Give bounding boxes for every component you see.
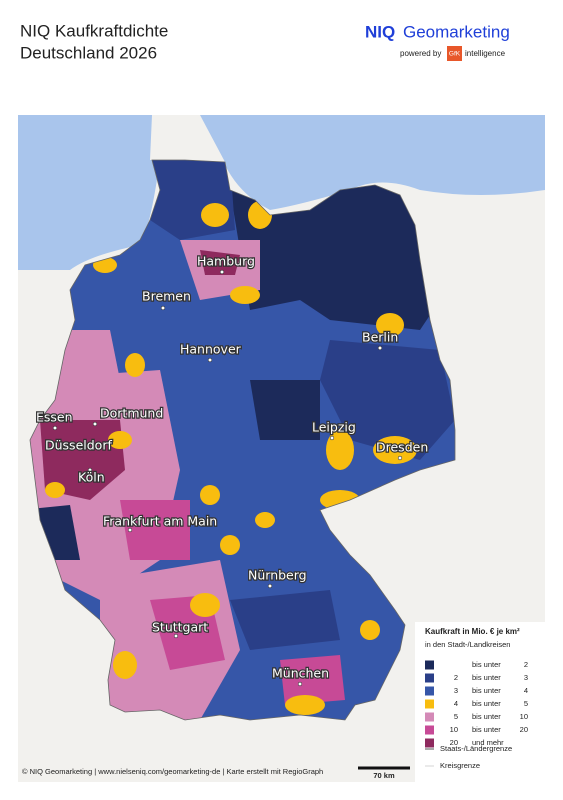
legend-from: 2 bbox=[454, 673, 458, 682]
legend-box bbox=[415, 622, 545, 782]
denmark bbox=[150, 115, 225, 162]
city-label: Düsseldorf bbox=[45, 438, 112, 453]
legend-line-label: Staats-/Ländergrenze bbox=[440, 744, 512, 753]
legend-swatch bbox=[425, 725, 434, 735]
regions bbox=[30, 160, 455, 720]
city-label: Hamburg bbox=[197, 254, 255, 269]
legend-subtitle: in den Stadt-/Landkreisen bbox=[425, 640, 510, 649]
scale-label: 70 km bbox=[373, 771, 395, 780]
city-label: Berlin bbox=[362, 330, 398, 345]
city-dot bbox=[219, 269, 225, 275]
city-label: Frankfurt am Main bbox=[103, 514, 217, 529]
legend-swatch bbox=[425, 660, 434, 670]
city-dot bbox=[52, 425, 58, 431]
legend-from: 5 bbox=[454, 712, 458, 721]
city-label: Dresden bbox=[376, 440, 428, 455]
city-label: Stuttgart bbox=[152, 620, 208, 635]
city-dot bbox=[329, 435, 335, 441]
legend-op: bis unter bbox=[472, 660, 501, 669]
legend-op: bis unter bbox=[472, 686, 501, 695]
city-layer: Hamburg Bremen Berlin Hannover Essen Dortmund… bbox=[35, 252, 429, 687]
city-dot bbox=[297, 681, 303, 687]
city-dot bbox=[92, 421, 98, 427]
legend-from: 10 bbox=[450, 725, 458, 734]
legend-from: 20 bbox=[450, 738, 458, 747]
logo-powered: powered by bbox=[400, 49, 441, 58]
city-dot bbox=[207, 357, 213, 363]
city-label: Köln bbox=[78, 470, 105, 485]
city-dot bbox=[397, 455, 403, 461]
legend-swatch bbox=[425, 712, 434, 722]
legend-to: 10 bbox=[520, 712, 528, 721]
city-dot bbox=[267, 583, 273, 589]
legend-swatch bbox=[425, 686, 434, 696]
city-label: Hannover bbox=[180, 342, 242, 357]
title-line2: Deutschland 2026 bbox=[20, 43, 157, 62]
city-dot bbox=[87, 467, 93, 473]
legend-to: 4 bbox=[524, 686, 528, 695]
legend-op: bis unter bbox=[472, 699, 501, 708]
city-dot bbox=[160, 305, 166, 311]
gfk-badge bbox=[447, 46, 462, 61]
logo-intel: intelligence bbox=[465, 49, 506, 58]
legend-from: 4 bbox=[454, 699, 458, 708]
legend-to: 2 bbox=[524, 660, 528, 669]
legend-swatch bbox=[425, 673, 434, 683]
city-label: München bbox=[272, 666, 329, 681]
city-dot bbox=[377, 345, 383, 351]
legend-from: 3 bbox=[454, 686, 458, 695]
city-dot bbox=[173, 633, 179, 639]
city-dot bbox=[63, 443, 69, 449]
city-label: Nürnberg bbox=[248, 568, 307, 583]
logo-brand: NIQ bbox=[365, 22, 395, 41]
legend-to: 5 bbox=[524, 699, 528, 708]
city-dot bbox=[127, 527, 133, 533]
title-line1: NIQ Kaufkraftdichte bbox=[20, 21, 168, 40]
legend-op: bis unter bbox=[472, 725, 501, 734]
legend-swatch bbox=[425, 699, 434, 709]
city-label: Leipzig bbox=[312, 420, 356, 435]
legend-line-label: Kreisgrenze bbox=[440, 761, 480, 770]
footer: © NIQ Geomarketing | www.nielseniq.com/g… bbox=[22, 767, 323, 776]
legend-title: Kaufkraft in Mio. € je km² bbox=[425, 627, 520, 636]
legend-op: und mehr bbox=[472, 738, 504, 747]
city-label: Essen bbox=[36, 410, 73, 425]
logo-gfk: GfK bbox=[449, 51, 461, 58]
legend-op: bis unter bbox=[472, 712, 501, 721]
legend-to: 3 bbox=[524, 673, 528, 682]
sea bbox=[18, 115, 545, 270]
legend-to: 20 bbox=[520, 725, 528, 734]
city-label: Dortmund bbox=[100, 406, 163, 421]
legend-op: bis unter bbox=[472, 673, 501, 682]
legend-swatch bbox=[425, 738, 434, 748]
logo-name: Geomarketing bbox=[403, 22, 510, 41]
city-label: Bremen bbox=[142, 289, 191, 304]
legend: bis unter 2 2 bis unter 3 3 bis unter 4 4 bis unt… bbox=[425, 660, 528, 770]
